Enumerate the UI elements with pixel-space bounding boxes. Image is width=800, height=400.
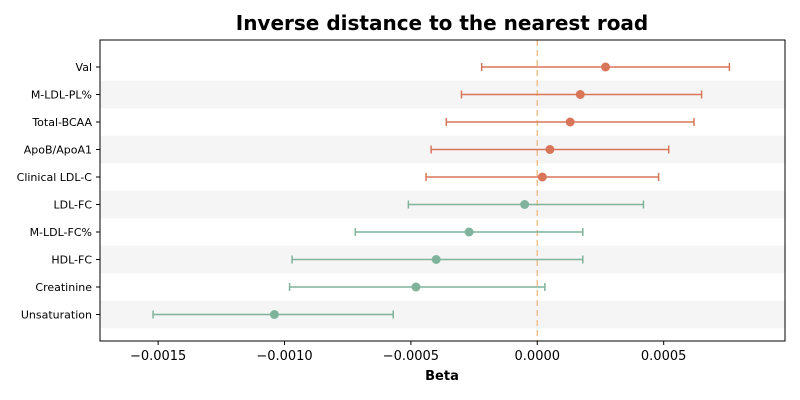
point-estimate [565, 117, 575, 127]
x-axis: −0.0015 −0.0010 −0.0005 0.0000 0.0005 [130, 341, 686, 364]
y-tick-label: ApoB/ApoA1 [24, 144, 92, 157]
point-estimate [575, 90, 585, 99]
y-tick-label: Total-BCAA [31, 116, 92, 129]
y-tick-label: Clinical LDL-C [17, 171, 93, 184]
y-tick-label: LDL-FC [53, 199, 92, 212]
y-axis: Val M-LDL-PL% Total-BCAA ApoB/ApoA1 Clinical… [17, 61, 100, 322]
plot-frame [99, 39, 786, 342]
point-estimate [411, 282, 421, 292]
point-estimate [431, 255, 441, 264]
point-estimate [269, 310, 279, 319]
x-tick-label: −0.0015 [130, 349, 186, 364]
y-tick-label: Unsaturation [21, 309, 92, 322]
y-tick-label: M-LDL-PL% [31, 89, 92, 102]
y-tick-label: HDL-FC [51, 254, 92, 267]
x-tick-label: 0.0005 [641, 349, 687, 364]
point-estimate [601, 62, 611, 72]
y-tick-label: Creatinine [35, 281, 92, 294]
y-tick-label: M-LDL-FC% [30, 226, 92, 239]
point-estimate [537, 172, 547, 182]
x-tick-label: 0.0000 [515, 349, 561, 364]
x-tick-label: −0.0005 [383, 349, 439, 364]
point-estimate [464, 227, 474, 237]
y-tick-label: Val [76, 61, 92, 74]
chart-title: Inverse distance to the nearest road [236, 11, 649, 35]
estimates [152, 62, 731, 319]
x-axis-label: Beta [425, 369, 459, 384]
point-estimate [545, 145, 555, 154]
x-tick-label: −0.0010 [256, 349, 312, 364]
point-estimate [520, 200, 530, 209]
